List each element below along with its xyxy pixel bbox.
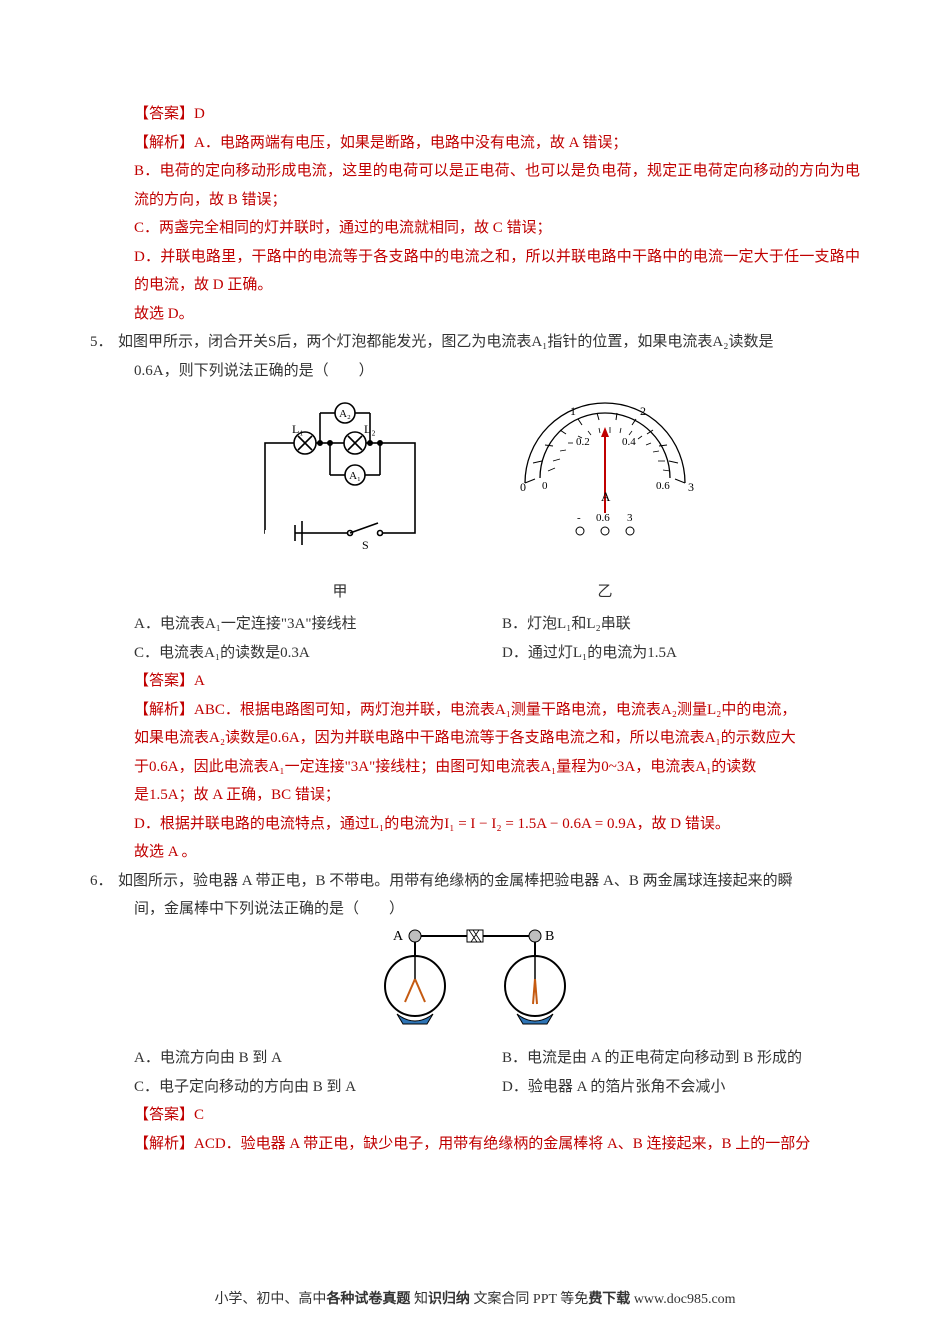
q5-stem-line2: 0.6A，则下列说法正确的是（ ） [90, 357, 860, 386]
q6-num: 6． [90, 867, 118, 896]
q5-final: 故选 A 。 [90, 838, 860, 867]
q5-meter: 0 1 2 3 0 0.2 0.4 0.6 A - 0.6 3 [500, 393, 710, 606]
footer: 小学、初中、高中各种试卷真题 知识归纳 文案合同 PPT 等免费下载 www.d… [0, 1287, 950, 1314]
q5-exp1: 【解析】ABC．根据电路图可知，两灯泡并联，电流表A₁测量干路电流，电流表A₂测… [90, 696, 860, 725]
label-a2: A₂ [339, 408, 351, 420]
circuit-caption: 甲 [240, 578, 440, 607]
meter-caption: 乙 [500, 578, 710, 607]
q5-opts-row1: A．电流表A₁一定连接"3A"接线柱 B．灯泡L₁和L₂串联 [90, 610, 860, 639]
q6-opt-c: C．电子定向移动的方向由 B 到 A [134, 1073, 492, 1102]
exp-prefix: 【解析】 [134, 135, 194, 151]
svg-text:0.6: 0.6 [596, 512, 610, 524]
label-s: S [362, 538, 369, 552]
q4-exp-d: D．并联电路里，干路中的电流等于各支路中的电流之和，所以并联电路中干路中的电流一… [90, 243, 860, 300]
meter-svg: 0 1 2 3 0 0.2 0.4 0.6 A - 0.6 3 [500, 393, 710, 563]
exp-prefix: 【解析】 [134, 1136, 194, 1152]
svg-text:3: 3 [627, 512, 633, 524]
label-B: B [545, 929, 554, 944]
svg-text:2: 2 [640, 404, 646, 418]
q6-opt-d: D．验电器 A 的箔片张角不会减小 [502, 1073, 860, 1102]
q5-figure-row: A₂ A₁ L₁ L₂ S 甲 [90, 393, 860, 606]
label-l2: L₂ [364, 422, 376, 436]
svg-text:0: 0 [520, 480, 526, 494]
q5-opts-row2: C．电流表A₁的读数是0.3A D．通过灯L₁的电流为1.5A [90, 639, 860, 668]
q5-num: 5． [90, 328, 118, 357]
q5-stem-line1: 5．如图甲所示，闭合开关S后，两个灯泡都能发光，图乙为电流表A₁指针的位置，如果… [90, 328, 860, 357]
electroscope-svg: A B [345, 924, 605, 1034]
q5-opt-c: C．电流表A₁的读数是0.3A [134, 639, 492, 668]
q6-opts-row2: C．电子定向移动的方向由 B 到 A D．验电器 A 的箔片张角不会减小 [90, 1073, 860, 1102]
svg-text:0.2: 0.2 [576, 436, 590, 448]
q4-final: 故选 D。 [90, 300, 860, 329]
q5-exp2: 如果电流表A₂读数是0.6A，因为并联电路中干路电流等于各支路电流之和，所以电流… [90, 724, 860, 753]
q6-answer: 【答案】C [90, 1101, 860, 1130]
q6-opt-b: B．电流是由 A 的正电荷定向移动到 B 形成的 [502, 1044, 860, 1073]
svg-text:3: 3 [688, 480, 694, 494]
q6-stem-line2: 间，金属棒中下列说法正确的是（ ） [90, 895, 860, 924]
label-A: A [393, 929, 404, 944]
label-l1: L₁ [292, 422, 304, 436]
q5-answer: 【答案】A [90, 667, 860, 696]
svg-text:1: 1 [570, 404, 576, 418]
page: 【答案】D 【解析】A．电路两端有电压，如果是断路，电路中没有电流，故 A 错误… [0, 0, 950, 1344]
svg-text:0: 0 [542, 480, 548, 492]
q6-stem-line1: 6．如图所示，验电器 A 带正电，B 不带电。用带有绝缘柄的金属棒把验电器 A、… [90, 867, 860, 896]
q5-exp3: 于0.6A，因此电流表A₁一定连接"3A"接线柱；由图可知电流表A₁量程为0~3… [90, 753, 860, 782]
q5-exp4: 是1.5A；故 A 正确，BC 错误； [90, 781, 860, 810]
q5-opt-d: D．通过灯L₁的电流为1.5A [502, 639, 860, 668]
q6-opt-a: A．电流方向由 B 到 A [134, 1044, 492, 1073]
q6-opts-row1: A．电流方向由 B 到 A B．电流是由 A 的正电荷定向移动到 B 形成的 [90, 1044, 860, 1073]
svg-text:0.4: 0.4 [622, 436, 636, 448]
q6-exp1: 【解析】ACD．验电器 A 带正电，缺少电子，用带有绝缘柄的金属棒将 A、B 连… [90, 1130, 860, 1159]
svg-text:0.6: 0.6 [656, 480, 670, 492]
exp-prefix: 【解析】 [134, 702, 194, 718]
svg-text:-: - [577, 512, 581, 524]
q5-opt-b: B．灯泡L₁和L₂串联 [502, 610, 860, 639]
q4-exp-a: 【解析】A．电路两端有电压，如果是断路，电路中没有电流，故 A 错误； [90, 129, 860, 158]
q5-exp-d: D．根据并联电路的电流特点，通过L₁的电流为I₁ = I − I₂ = 1.5A… [90, 810, 860, 839]
q4-answer: 【答案】D [90, 100, 860, 129]
label-a1: A₁ [349, 470, 361, 482]
circuit-svg: A₂ A₁ L₁ L₂ S [240, 393, 440, 563]
svg-text:A: A [601, 489, 611, 504]
q6-figure: A B [90, 924, 860, 1045]
q4-exp-c: C．两盏完全相同的灯并联时，通过的电流就相同，故 C 错误； [90, 214, 860, 243]
q5-circuit: A₂ A₁ L₁ L₂ S 甲 [240, 393, 440, 606]
q5-opt-a: A．电流表A₁一定连接"3A"接线柱 [134, 610, 492, 639]
q4-exp-b: B．电荷的定向移动形成电流，这里的电荷可以是正电荷、也可以是负电荷，规定正电荷定… [90, 157, 860, 214]
